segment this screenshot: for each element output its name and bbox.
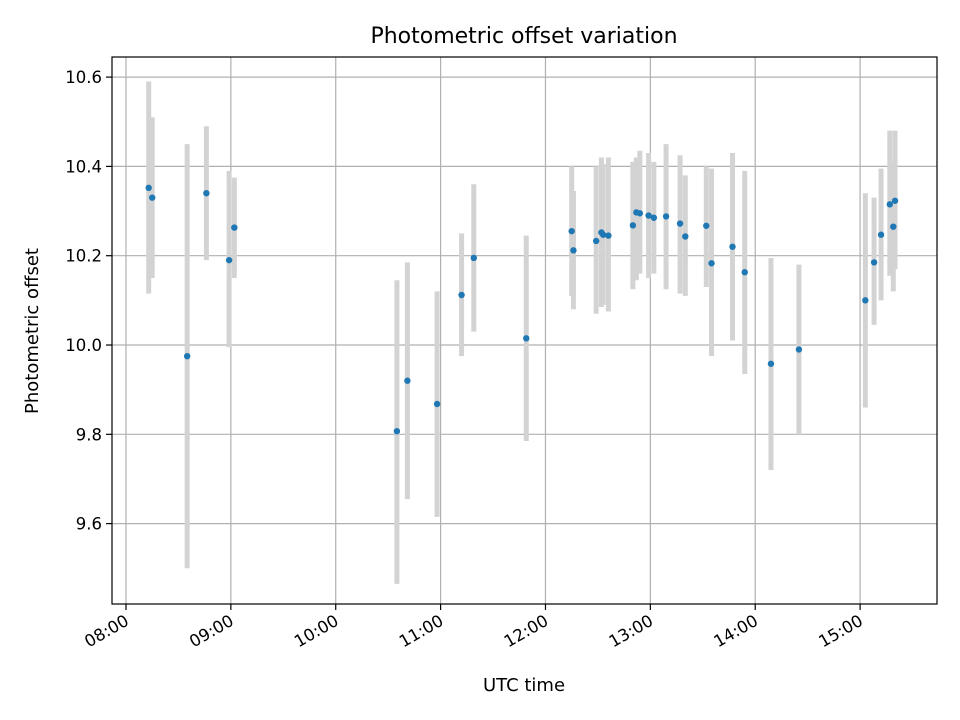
x-tick-label: 11:00 xyxy=(396,611,447,651)
data-point xyxy=(145,184,152,192)
data-point xyxy=(708,260,715,267)
x-axis-ticks: 08:00 09:00 10:00 11:00 12:00 13:00 14:00 15:00 xyxy=(81,604,866,651)
y-tick-label: 10.6 xyxy=(65,68,102,87)
data-point xyxy=(877,231,885,238)
grid-lines xyxy=(112,57,937,604)
data-point xyxy=(570,247,577,254)
data-point xyxy=(568,227,575,235)
data-point xyxy=(433,400,441,408)
x-tick-label: 09:00 xyxy=(186,611,237,651)
x-tick-label: 15:00 xyxy=(815,611,866,651)
data-point xyxy=(225,256,233,264)
data-point xyxy=(676,220,684,227)
x-tick-label: 12:00 xyxy=(501,611,552,651)
data-point xyxy=(703,222,710,229)
data-point xyxy=(231,224,238,231)
data-point xyxy=(662,213,670,220)
data-point xyxy=(404,377,411,384)
data-point xyxy=(203,189,210,197)
y-axis-label: Photometric offset xyxy=(22,248,43,414)
data-point xyxy=(886,201,894,208)
data-point xyxy=(795,346,803,353)
data-point xyxy=(523,335,530,342)
x-tick-label: 08:00 xyxy=(81,611,132,651)
data-point xyxy=(891,197,899,204)
data-point xyxy=(183,352,191,360)
x-tick-label: 10:00 xyxy=(291,611,342,651)
x-axis-label: UTC time xyxy=(483,675,565,696)
y-tick-label: 10.4 xyxy=(65,157,102,176)
data-point xyxy=(629,222,637,229)
data-point xyxy=(592,237,600,245)
data-point xyxy=(393,427,401,435)
data-point xyxy=(470,254,478,262)
data-point xyxy=(890,223,897,230)
data-point xyxy=(741,269,748,276)
data-point xyxy=(729,243,736,250)
data-point xyxy=(767,360,775,367)
data-point xyxy=(149,194,156,201)
chart-title: Photometric offset variation xyxy=(370,24,677,49)
data-point xyxy=(636,210,644,217)
y-tick-label: 9.8 xyxy=(76,425,102,444)
error-bars xyxy=(146,81,898,584)
y-tick-label: 9.6 xyxy=(76,515,102,534)
data-point xyxy=(870,259,878,266)
data-point xyxy=(599,231,607,238)
y-axis-ticks: 9.6 9.8 10.0 10.2 10.4 10.6 xyxy=(65,68,112,534)
data-points xyxy=(145,184,899,435)
data-point xyxy=(645,212,652,219)
plot-frame xyxy=(111,56,938,605)
data-point xyxy=(682,233,689,240)
data-point xyxy=(605,232,612,239)
data-point xyxy=(458,291,465,299)
x-tick-label: 14:00 xyxy=(711,611,762,651)
y-tick-label: 10.0 xyxy=(65,336,102,355)
x-tick-label: 13:00 xyxy=(606,611,657,651)
y-tick-label: 10.2 xyxy=(65,247,102,266)
data-point xyxy=(862,297,869,304)
data-point xyxy=(650,214,658,221)
